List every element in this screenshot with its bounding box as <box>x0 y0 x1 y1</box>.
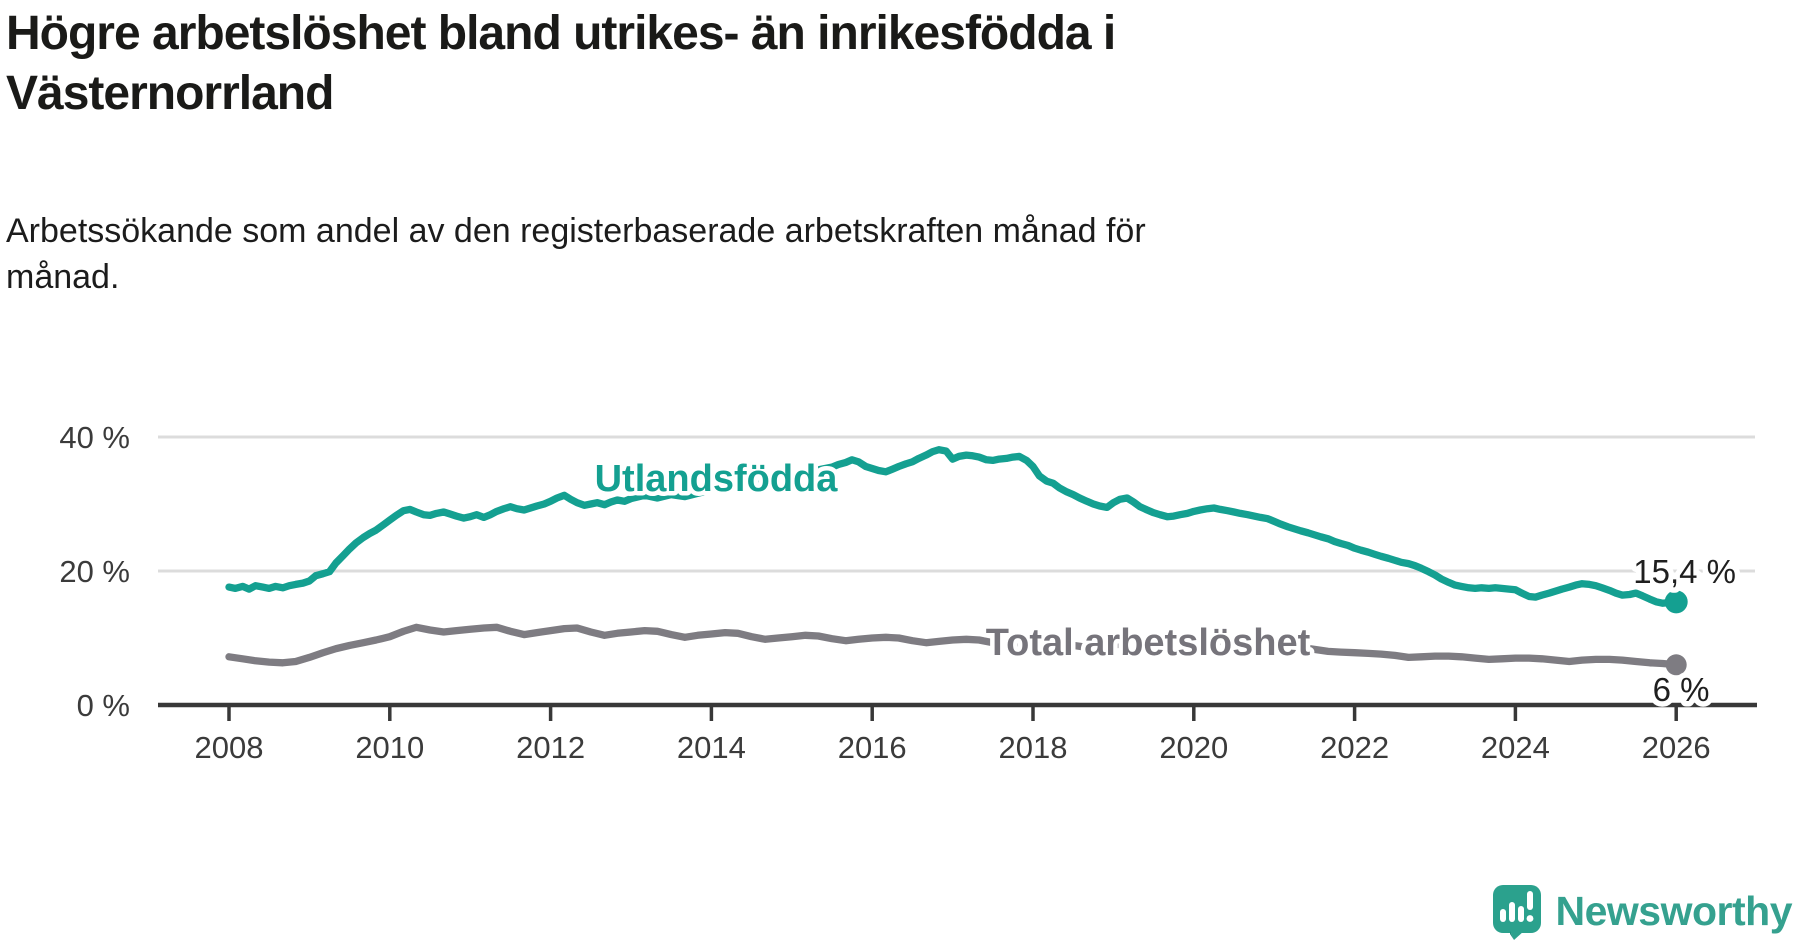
series-line-total-arbetsl-shet <box>225 623 1680 669</box>
x-tick-label-2024: 2024 <box>1481 730 1550 765</box>
x-tick-label-2014: 2014 <box>677 730 746 765</box>
end-value-label-utlandsfodda: 15,4 % <box>1633 553 1736 590</box>
end-value-label-total: 6 % <box>1653 671 1710 708</box>
y-tick-label-40: 40 % <box>59 420 130 455</box>
newsworthy-logo[interactable]: Newsworthy <box>1491 883 1793 940</box>
series-end-dot-utlandsf-dda <box>1664 590 1688 614</box>
x-tick-label-2010: 2010 <box>355 730 424 765</box>
x-tick-label-2020: 2020 <box>1159 730 1228 765</box>
series-layer <box>225 446 1688 676</box>
x-tick-label-2012: 2012 <box>516 730 585 765</box>
x-tick-label-2018: 2018 <box>999 730 1068 765</box>
gridline-layer <box>158 435 1755 573</box>
newsworthy-logo-icon <box>1492 885 1541 940</box>
x-tick-label-2026: 2026 <box>1642 730 1711 765</box>
series-end-dot-total-arbetsl-shet <box>1665 654 1687 676</box>
x-tick-label-2022: 2022 <box>1320 730 1389 765</box>
series-label-total-arbetsloshet: Total arbetslöshet <box>986 622 1311 664</box>
series-line-utlandsf-dda <box>225 446 1680 607</box>
x-tick-label-2016: 2016 <box>838 730 907 765</box>
chart-title: Högre arbetslöshet bland utrikes- än inr… <box>6 7 1116 121</box>
y-tick-label-0: 0 % <box>77 688 130 723</box>
newsworthy-logo-text: Newsworthy <box>1555 888 1793 934</box>
axis-layer: 2008 2010 2012 2014 2016 2018 2020 2022 2024 2026… <box>59 420 1757 765</box>
chart-subtitle: Arbetssökande som andel av den registerb… <box>6 212 1146 297</box>
series-label-utlandsfodda: Utlandsfödda <box>595 458 839 500</box>
x-tick-label-2008: 2008 <box>195 730 264 765</box>
y-tick-label-20: 20 % <box>59 554 130 589</box>
